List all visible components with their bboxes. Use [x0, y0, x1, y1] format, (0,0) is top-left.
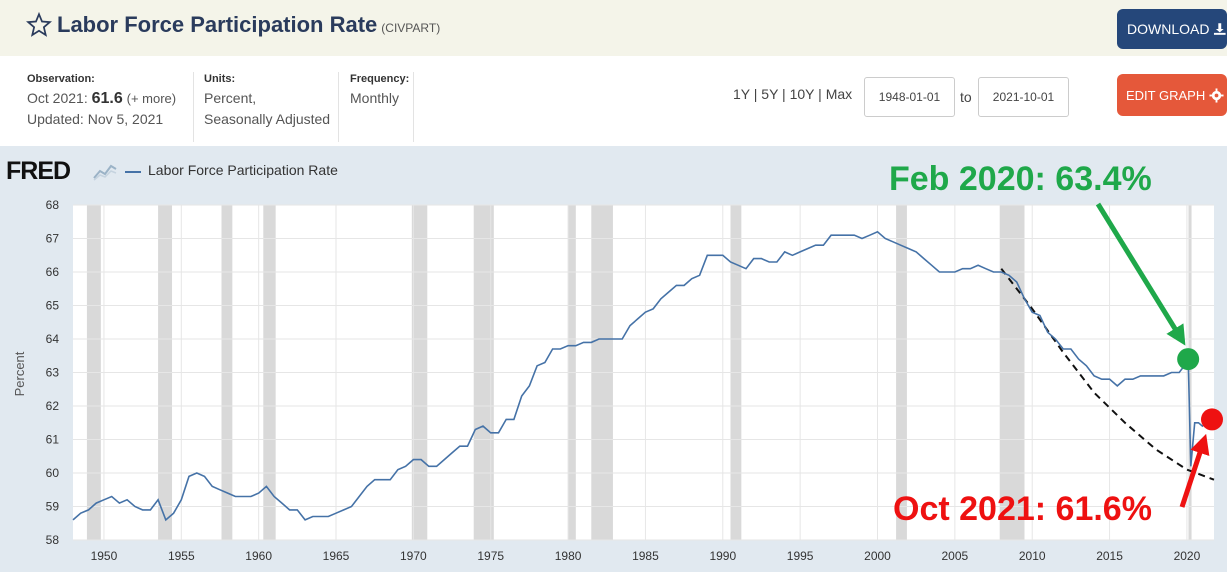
y-tick-labels: 58 59 60 61 62 63 64 65 66 67 68: [46, 198, 60, 547]
y-tick-label: 68: [46, 198, 60, 212]
info-bar: Observation: Oct 2021: 61.6 (+ more) Upd…: [0, 56, 1227, 146]
more-observations-link[interactable]: (+ more): [126, 91, 177, 106]
series-line: [72, 230, 1215, 522]
frequency-value: Monthly: [350, 90, 400, 106]
legend-label: Labor Force Participation Rate: [148, 162, 338, 178]
latest-arrow: [1179, 433, 1210, 508]
observation-value: 61.6: [91, 90, 123, 107]
download-icon: [1214, 23, 1227, 35]
divider: [193, 72, 194, 142]
download-label: DOWNLOAD: [1127, 21, 1210, 37]
edit-graph-label: EDIT GRAPH: [1126, 87, 1206, 103]
peak-arrow: [1095, 202, 1186, 346]
y-tick-label: 65: [46, 299, 60, 313]
legend-swatch: [125, 171, 141, 173]
x-tick-label: 1995: [787, 549, 814, 563]
series-title: Labor Force Participation Rate: [57, 12, 378, 37]
title-bar: Labor Force Participation Rate (CIVPART) …: [0, 0, 1227, 56]
units-label: Units:: [204, 73, 236, 85]
y-tick-label: 61: [46, 433, 60, 447]
y-tick-label: 64: [46, 332, 60, 346]
x-tick-label: 1985: [632, 549, 659, 563]
range-links: 1Y | 5Y | 10Y | Max: [733, 86, 853, 102]
units-line1: Percent,: [204, 90, 257, 106]
latest-marker: [1201, 408, 1223, 431]
units-block: Units: Percent, Seasonally Adjusted: [204, 72, 330, 130]
x-tick-label: 1965: [323, 549, 350, 563]
gridlines: [73, 204, 1214, 541]
gear-icon: [1209, 87, 1224, 103]
y-axis-label: Percent: [12, 351, 27, 396]
x-tick-labels: 1950 1955 1960 1965 1970 1975 1980 1985 1990 1995…: [91, 549, 1201, 563]
star-outline-icon[interactable]: [26, 12, 52, 38]
page-title: Labor Force Participation Rate (CIVPART): [57, 12, 440, 38]
y-tick-label: 66: [46, 265, 60, 279]
range-5y[interactable]: 5Y: [761, 86, 779, 102]
start-date-input[interactable]: 1948-01-01: [864, 77, 955, 117]
y-tick-label: 67: [46, 232, 60, 246]
x-tick-label: 1980: [555, 549, 582, 563]
x-tick-label: 2015: [1096, 549, 1123, 563]
peak-marker: [1177, 348, 1200, 371]
edit-graph-button[interactable]: EDIT GRAPH: [1117, 74, 1227, 116]
y-tick-label: 60: [46, 466, 60, 480]
end-date-input[interactable]: 2021-10-01: [978, 77, 1069, 117]
range-10y[interactable]: 10Y: [789, 86, 815, 102]
x-tick-label: 2020: [1174, 549, 1201, 563]
range-1y[interactable]: 1Y: [733, 86, 750, 102]
chart-trend-icon: [93, 164, 117, 181]
latest-annotation: Oct 2021: 61.6%: [893, 490, 1152, 528]
units-line2: Seasonally Adjusted: [204, 111, 331, 127]
y-tick-label: 59: [46, 500, 60, 514]
peak-annotation: Feb 2020: 63.4%: [889, 160, 1152, 198]
x-tick-label: 1950: [91, 549, 118, 563]
series-id: (CIVPART): [381, 21, 441, 35]
trend-line: [1000, 268, 1215, 481]
frequency-block: Frequency: Monthly: [350, 72, 409, 109]
y-tick-label: 58: [46, 533, 60, 547]
observation-label: Observation:: [27, 73, 95, 85]
x-tick-label: 2010: [1019, 549, 1046, 563]
y-tick-label: 63: [46, 366, 60, 380]
download-button[interactable]: DOWNLOAD: [1117, 9, 1227, 49]
updated-date: Updated: Nov 5, 2021: [27, 111, 164, 127]
x-tick-label: 1955: [168, 549, 195, 563]
x-tick-label: 1960: [245, 549, 272, 563]
x-tick-label: 1990: [709, 549, 736, 563]
x-tick-label: 2005: [942, 549, 969, 563]
frequency-label: Frequency:: [350, 73, 410, 85]
divider: [338, 72, 339, 142]
x-tick-label: 1970: [400, 549, 427, 563]
divider: [413, 72, 414, 142]
to-label: to: [960, 89, 972, 105]
x-tick-label: 2000: [864, 549, 891, 563]
observation-date: Oct 2021:: [27, 90, 88, 106]
range-max[interactable]: Max: [825, 86, 853, 102]
observation-block: Observation: Oct 2021: 61.6 (+ more) Upd…: [27, 72, 176, 130]
observation-line: Oct 2021: 61.6 (+ more): [27, 88, 176, 109]
fred-logo: FRED: [6, 157, 71, 185]
y-tick-label: 62: [46, 399, 60, 413]
x-tick-label: 1975: [477, 549, 504, 563]
